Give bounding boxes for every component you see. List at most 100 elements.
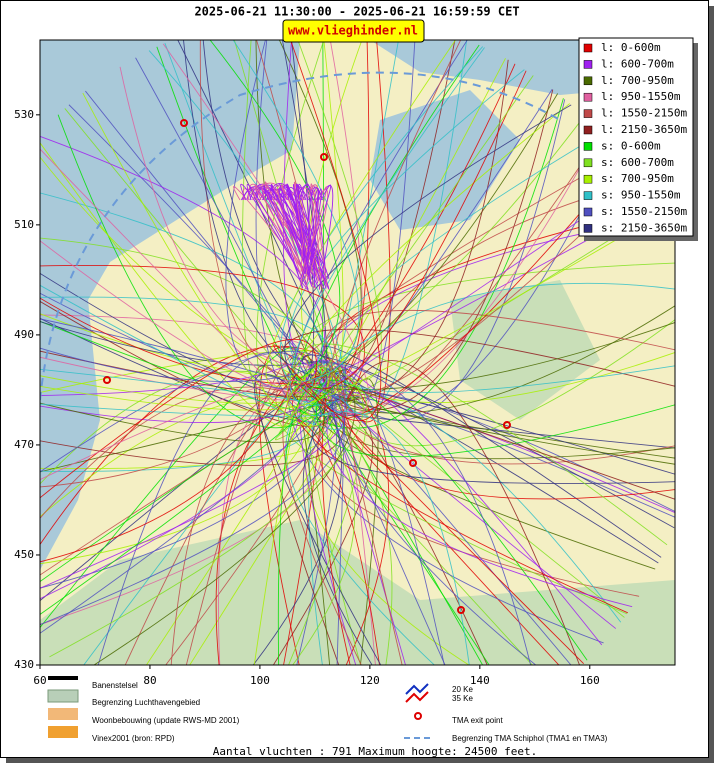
flight-track <box>40 377 307 488</box>
flight-track <box>321 345 662 558</box>
flight-track <box>145 360 334 665</box>
flight-track <box>40 364 344 466</box>
x-tick-label: 160 <box>580 674 600 687</box>
y-tick-label: 450 <box>14 548 34 561</box>
flight-track <box>342 409 675 500</box>
flight-track <box>291 415 380 665</box>
y-tick-label: 530 <box>14 108 34 121</box>
flight-track <box>324 310 675 386</box>
exit-point <box>457 606 465 614</box>
flight-track <box>332 392 572 665</box>
flight-track <box>40 384 337 615</box>
flight-track <box>332 319 675 447</box>
key-swatch <box>47 689 79 703</box>
flight-track <box>256 40 345 419</box>
flight-track <box>40 389 350 417</box>
flight-track <box>40 409 299 600</box>
flight-track <box>49 373 364 658</box>
flight-track <box>255 40 299 412</box>
x-tick-label: 120 <box>360 674 380 687</box>
legend-swatch <box>583 191 593 200</box>
flight-track <box>40 380 308 481</box>
flight-track <box>97 351 305 665</box>
flight-track <box>40 415 335 589</box>
flight-track <box>40 314 345 388</box>
x-tick-label: 80 <box>143 674 156 687</box>
x-tick-label: 140 <box>470 674 490 687</box>
flight-track <box>290 40 382 422</box>
flight-track <box>295 186 309 271</box>
flight-track <box>40 408 344 589</box>
key-label: Vinex2001 (bron: RPD) <box>92 734 175 743</box>
key-label: 20 Ke <box>452 685 473 694</box>
flight-track <box>40 240 321 393</box>
flight-track <box>349 374 445 665</box>
legend-label: l: 2150-3650m <box>601 123 687 136</box>
flight-track <box>57 114 331 429</box>
flight-track <box>40 338 317 499</box>
flight-track <box>302 218 660 397</box>
legend-label: s: 700-950m <box>601 172 674 185</box>
legend-label: l: 950-1550m <box>601 90 681 103</box>
legend-swatch <box>583 60 593 69</box>
flight-track <box>40 148 316 419</box>
legend-swatch <box>583 174 593 184</box>
flight-track <box>344 384 675 500</box>
flight-track <box>305 363 470 665</box>
legend-items: l: 0-600m l: 600-700m l: 700-950m l: 950-15… <box>583 41 687 234</box>
flight-track <box>241 40 300 407</box>
sea <box>40 40 300 570</box>
y-tick-label: 490 <box>14 328 34 341</box>
flight-track <box>40 347 329 383</box>
flight-track <box>331 40 468 415</box>
flight-track <box>328 40 462 398</box>
key-label: Begrenzing TMA Schiphol (TMA1 en TMA3) <box>452 734 608 743</box>
flight-tracks <box>40 40 675 665</box>
flight-track <box>253 368 314 665</box>
flight-track <box>319 132 600 416</box>
flight-track <box>277 386 325 665</box>
map-area <box>40 40 675 665</box>
exit-point <box>409 459 417 467</box>
flight-track <box>302 186 328 275</box>
key-swatch <box>414 712 422 720</box>
flight-track <box>264 181 303 278</box>
flight-track <box>232 40 360 382</box>
flight-track <box>302 354 675 529</box>
flight-track <box>333 401 446 665</box>
flight-track <box>335 63 516 380</box>
flight-track <box>329 180 638 396</box>
y-tick-label: 470 <box>14 438 34 451</box>
flight-track <box>316 403 675 458</box>
key-label: Banenstelsel <box>92 681 138 690</box>
legend-swatch <box>583 109 593 118</box>
flight-track <box>265 40 457 387</box>
flight-track <box>289 47 485 406</box>
flight-track <box>40 408 323 626</box>
key-label: 35 Ke <box>452 694 473 703</box>
flight-track <box>286 215 658 408</box>
legend-label: s: 600-700m <box>601 156 674 169</box>
flight-track <box>291 409 356 665</box>
flight-track <box>286 189 330 290</box>
flight-track <box>314 59 509 402</box>
legend-swatch <box>583 76 593 86</box>
flight-track <box>40 370 336 485</box>
legend-swatch <box>583 224 593 233</box>
flight-track <box>40 361 297 396</box>
flight-track <box>277 394 628 615</box>
watermark-box <box>282 19 425 43</box>
polder <box>40 520 675 665</box>
flight-track <box>323 305 675 414</box>
legend-label: s: 2150-3650m <box>601 221 687 234</box>
legend-swatch <box>583 207 593 217</box>
legend-swatch <box>583 142 593 151</box>
flight-track <box>282 40 318 366</box>
flight-track <box>40 393 318 565</box>
flight-track <box>331 376 537 665</box>
flight-track <box>162 43 370 414</box>
flight-track <box>40 296 333 409</box>
flight-track <box>40 142 293 427</box>
flight-track <box>40 265 365 401</box>
